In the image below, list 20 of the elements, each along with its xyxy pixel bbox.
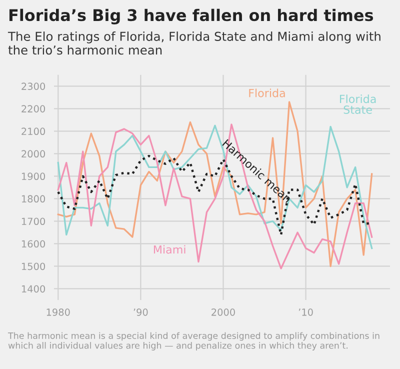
y-tick-label: 2200	[22, 105, 46, 112]
y-tick-label: 1900	[22, 172, 46, 180]
y-tick-label: 2100	[22, 128, 46, 136]
y-tick-label: 1500	[22, 262, 46, 270]
chart-subtitle: The Elo ratings of Florida, Florida State and Miami along with the trio’s harmonic mean	[8, 32, 380, 55]
y-tick-label: 1800	[22, 195, 46, 203]
x-tick-label: 1980	[46, 308, 70, 316]
y-tick-label: 1600	[22, 240, 46, 248]
chart-title: Florida’s Big 3 have fallen on hard times	[9, 8, 374, 24]
x-tick-label: ’10	[298, 308, 313, 316]
series-label: Florida	[249, 88, 285, 98]
y-tick-label: 1400	[22, 285, 46, 293]
y-tick-label: 1700	[22, 218, 46, 226]
x-tick-label: ’90	[134, 308, 148, 316]
series-label: Miami	[154, 245, 186, 254]
y-tick-label: 2300	[22, 82, 46, 90]
series-label: Florida State	[340, 94, 376, 114]
text: The harmonic mean is a special kind of average designed to amplify combinations in which all individual values are high — and penalize ones in which they aren’t.	[8, 332, 380, 350]
y-tick-label: 2000	[22, 150, 46, 158]
x-tick-label: 2000	[212, 308, 235, 316]
